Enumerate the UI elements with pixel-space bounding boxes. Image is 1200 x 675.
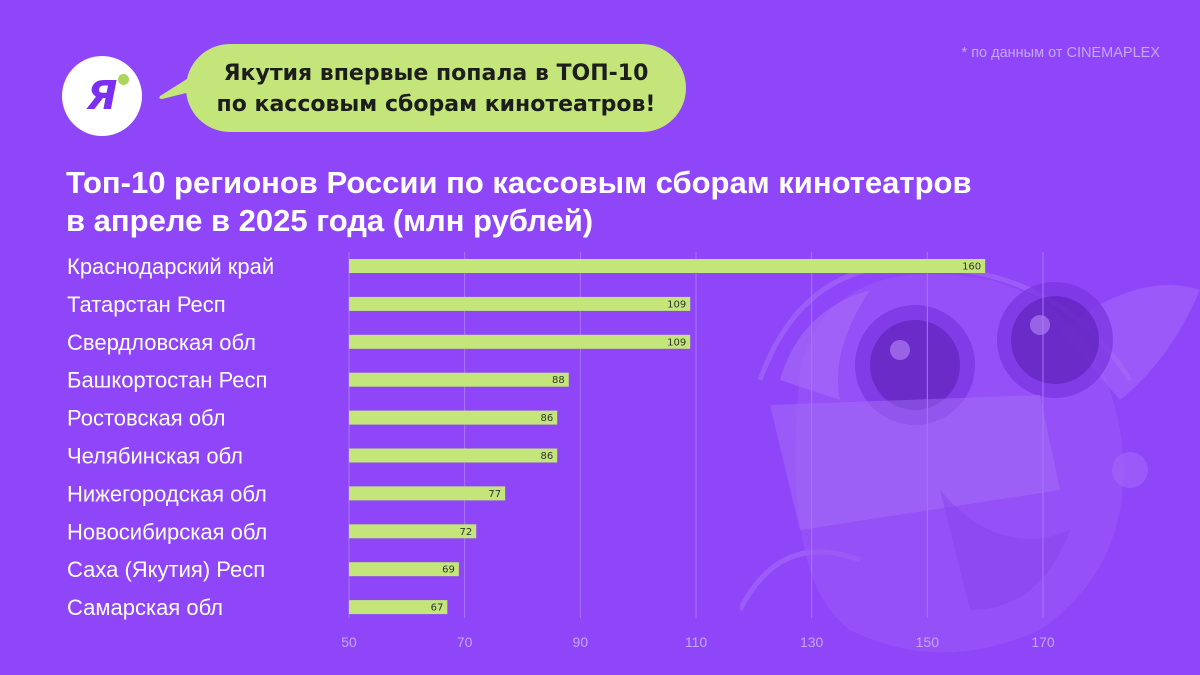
chart-title: Топ-10 регионов России по кассовым сбора…	[66, 164, 1126, 240]
category-label: Краснодарский край	[67, 254, 274, 279]
category-label: Самарская обл	[67, 595, 223, 620]
bar	[349, 372, 569, 387]
bar	[349, 524, 477, 539]
category-label: Татарстан Респ	[67, 292, 226, 317]
bar	[349, 410, 558, 425]
bar	[349, 600, 448, 615]
value-label: 77	[488, 489, 501, 500]
headline-line-2: по кассовым сборам кинотеатров!	[216, 92, 656, 117]
bar	[349, 334, 691, 349]
headline-line-1: Якутия впервые попала в ТОП-10	[223, 61, 649, 86]
bar	[349, 562, 459, 577]
category-label: Свердловская обл	[67, 330, 256, 355]
value-label: 86	[540, 413, 553, 424]
headline-text: Якутия впервые попала в ТОП-10 по кассов…	[186, 58, 686, 120]
value-label: 109	[667, 337, 686, 348]
value-label: 160	[962, 262, 981, 273]
x-tick-label: 90	[573, 634, 589, 650]
x-tick-label: 70	[457, 634, 473, 650]
mascot-illustration	[740, 262, 1200, 653]
x-tick-label: 110	[685, 634, 708, 650]
chart-title-line-2: в апреле в 2025 года (млн рублей)	[66, 203, 594, 238]
category-label: Нижегородская обл	[67, 481, 267, 506]
category-label: Челябинская обл	[67, 444, 243, 469]
brand-logo: Я	[62, 56, 142, 136]
value-label: 67	[431, 603, 444, 614]
value-label: 86	[540, 451, 553, 462]
logo-dot	[118, 74, 129, 85]
value-label: 72	[459, 527, 472, 538]
bar	[349, 486, 506, 501]
logo-letter: Я	[86, 73, 118, 119]
value-label: 88	[552, 375, 565, 386]
bar	[349, 296, 691, 311]
x-tick-label: 150	[916, 634, 940, 650]
category-label: Ростовская обл	[67, 406, 226, 431]
category-label: Башкортостан Респ	[67, 368, 267, 393]
bar	[349, 259, 986, 273]
bar	[349, 448, 558, 463]
category-label: Саха (Якутия) Респ	[67, 557, 265, 582]
value-label: 109	[667, 299, 686, 310]
chart-title-line-1: Топ-10 регионов России по кассовым сбора…	[66, 165, 972, 200]
value-label: 69	[442, 565, 455, 576]
source-note: * по данным от CINEMAPLEX	[961, 45, 1160, 61]
x-tick-label: 50	[341, 634, 357, 650]
category-label: Новосибирская обл	[67, 519, 267, 544]
x-tick-label: 170	[1031, 634, 1055, 650]
headline-bubble: Якутия впервые попала в ТОП-10 по кассов…	[186, 44, 686, 132]
x-tick-label: 130	[800, 634, 824, 650]
